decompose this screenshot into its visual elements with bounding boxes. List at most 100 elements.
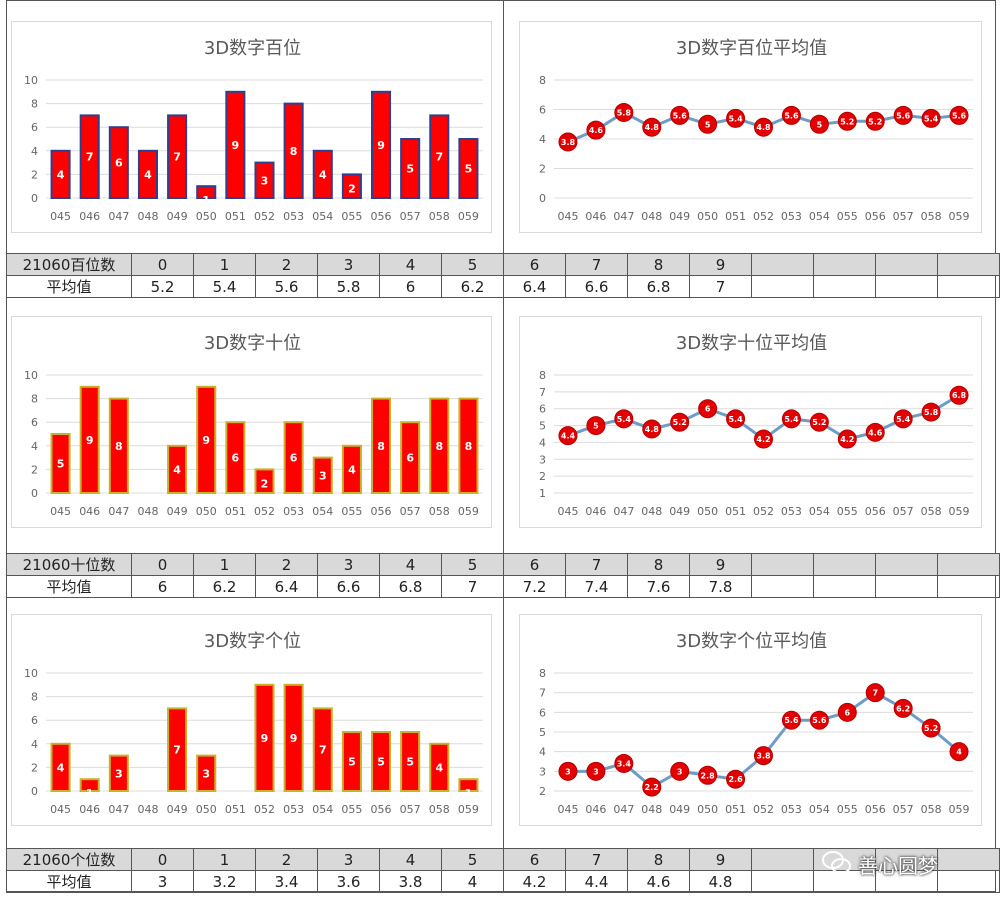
x-tick-label: 057 (400, 803, 421, 816)
average-cell: 7 (441, 575, 504, 598)
table-average-row: 平均值 6 6.2 6.4 6.6 6.8 7 7.2 7.4 7.6 7.8 (6, 575, 1000, 598)
average-cell: 5.8 (317, 275, 380, 298)
bar-chart-hundreds: 3D数字百位 0 2 4 6 8 10 045 046 047 048 049 050 051 052 053… (11, 21, 492, 233)
average-cell: 4.6 (627, 870, 690, 893)
x-tick-label: 058 (921, 803, 942, 816)
bar-chart-units: 3D数字个位 0 2 4 6 8 10 045 046 047 048 049 050 051 052 053… (11, 614, 492, 826)
line-chart-hundreds-average: 3D数字百位平均值 0 2 4 6 8 045 046 047 048 049 050 051 052 05… (519, 21, 982, 233)
digit-cell: 2 (255, 848, 318, 871)
x-tick-label: 058 (921, 505, 942, 518)
bar (283, 683, 304, 792)
average-cell: 5.4 (193, 275, 256, 298)
x-tick-label: 054 (312, 803, 333, 816)
data-point (921, 718, 941, 738)
x-tick-label: 049 (167, 210, 188, 223)
empty-cell (751, 253, 814, 276)
data-label: 5 (406, 756, 414, 769)
x-tick-label: 051 (725, 210, 746, 223)
data-label: 8 (115, 440, 123, 453)
bar (254, 683, 275, 792)
x-tick-label: 054 (809, 803, 830, 816)
x-tick-label: 059 (949, 803, 970, 816)
average-cell: 3.8 (379, 870, 442, 893)
x-tick-label: 056 (865, 803, 886, 816)
digit-cell: 9 (689, 553, 752, 576)
bar (429, 114, 450, 199)
y-tick-label: 8 (31, 393, 38, 406)
bar (79, 778, 100, 792)
x-tick-label: 057 (893, 803, 914, 816)
x-tick-label: 057 (893, 210, 914, 223)
x-tick-label: 055 (837, 210, 858, 223)
y-tick-label: 4 (31, 738, 38, 751)
x-tick-label: 053 (781, 210, 802, 223)
chart-title: 3D数字个位平均值 (676, 631, 827, 652)
bar (254, 468, 275, 494)
data-label: 9 (377, 139, 385, 152)
data-point (837, 111, 857, 131)
x-tick-label: 047 (613, 210, 634, 223)
empty-cell (937, 275, 1000, 298)
empty-cell (875, 275, 938, 298)
x-tick-label: 051 (225, 803, 246, 816)
empty-cell (813, 553, 876, 576)
empty-cell (937, 553, 1000, 576)
x-tick-label: 052 (254, 505, 275, 518)
digit-cell: 0 (131, 553, 194, 576)
data-label: 5.2 (812, 418, 826, 427)
average-cell: 4.8 (689, 870, 752, 893)
x-tick-label: 059 (949, 210, 970, 223)
data-label: 4 (319, 168, 327, 181)
data-point (726, 409, 746, 429)
y-tick-label: 8 (539, 369, 546, 382)
bar (167, 707, 188, 792)
data-point (558, 761, 578, 781)
watermark: 善心圆梦 (822, 846, 972, 882)
empty-cell (751, 553, 814, 576)
data-point (754, 429, 773, 449)
digit-cell: 7 (565, 553, 628, 576)
table-header-row: 21060十位数 0 1 2 3 4 5 6 7 8 9 (6, 553, 1000, 576)
data-point (558, 132, 578, 152)
y-tick-label: 2 (539, 470, 546, 483)
x-tick-label: 046 (79, 210, 100, 223)
data-label: 5 (705, 120, 711, 129)
x-tick-label: 053 (781, 803, 802, 816)
average-cell: 3 (131, 870, 194, 893)
bar (50, 742, 71, 793)
average-cell: 6.8 (379, 575, 442, 598)
x-tick-label: 049 (167, 803, 188, 816)
digit-cell: 8 (627, 553, 690, 576)
watermark-text: 善心圆梦 (858, 854, 938, 878)
bar (50, 149, 71, 200)
data-label: 7 (435, 151, 443, 164)
average-cell: 4.2 (503, 870, 566, 893)
table-average-row: 平均值 3 3.2 3.4 3.6 3.8 4 4.2 4.4 4.6 4.8 (6, 870, 1000, 893)
x-tick-label: 051 (225, 505, 246, 518)
data-label: 3 (593, 767, 599, 776)
digit-cell: 8 (627, 253, 690, 276)
average-label: 平均值 (6, 870, 132, 893)
average-cell: 4 (441, 870, 504, 893)
x-tick-label: 045 (50, 803, 71, 816)
data-label: 5 (406, 163, 414, 176)
data-point (837, 429, 857, 449)
empty-cell (875, 253, 938, 276)
digit-cell: 5 (441, 553, 504, 576)
data-point (921, 108, 941, 128)
average-cell: 5.2 (131, 275, 194, 298)
x-tick-label: 059 (458, 803, 479, 816)
data-label: 5.4 (617, 415, 632, 424)
bar (254, 161, 275, 200)
data-label: 7 (173, 151, 181, 164)
digit-cell: 7 (565, 253, 628, 276)
bar (283, 102, 304, 199)
x-tick-label: 052 (753, 505, 774, 518)
data-label: 4 (57, 168, 65, 181)
data-label: 4.2 (756, 435, 770, 444)
data-point (558, 426, 578, 446)
bar (458, 778, 479, 792)
average-cell: 6 (379, 275, 442, 298)
data-point (781, 409, 801, 429)
digit-cell: 7 (565, 848, 628, 871)
